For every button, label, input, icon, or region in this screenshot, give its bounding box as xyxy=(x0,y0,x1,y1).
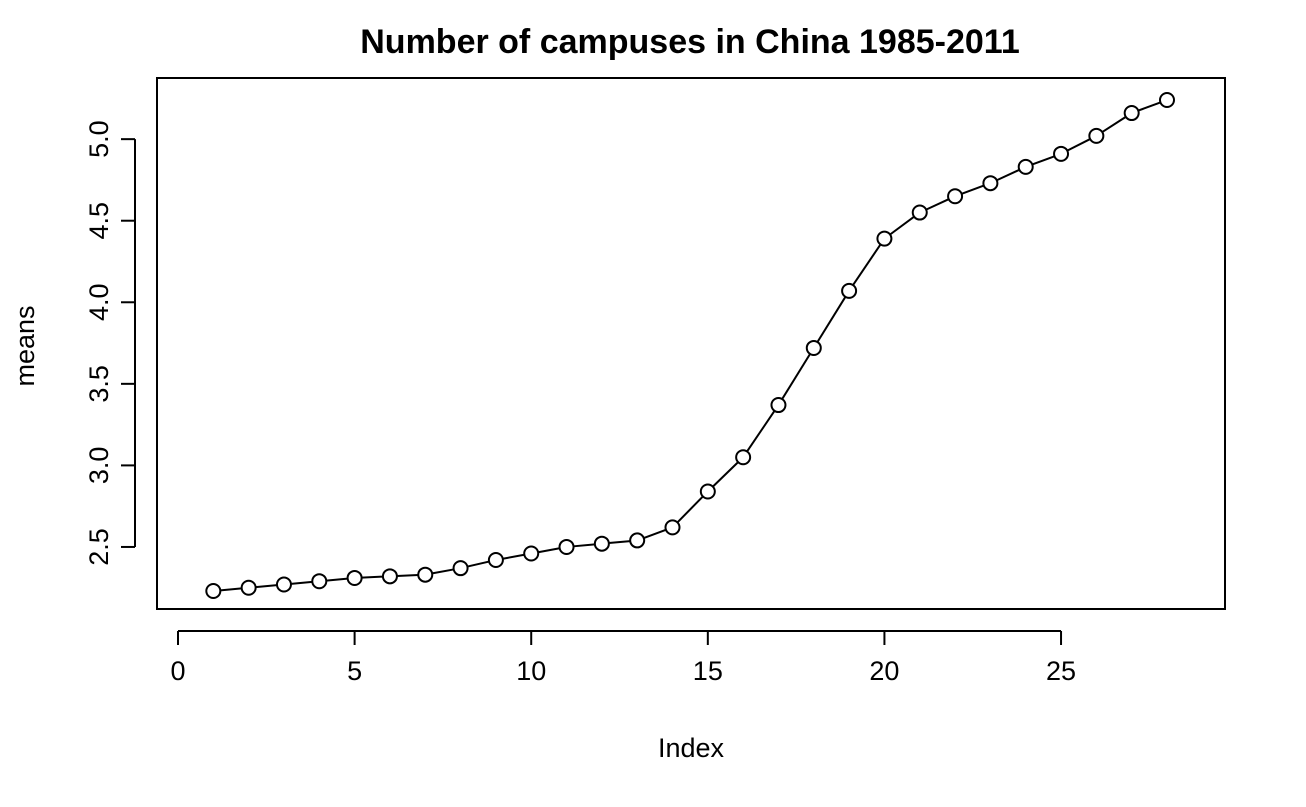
data-point xyxy=(346,569,363,586)
data-point xyxy=(558,538,575,555)
data-point xyxy=(876,230,893,247)
x-axis: 0 5 10 15 20 25 xyxy=(170,630,1076,686)
series-layer xyxy=(205,92,1175,599)
series-line-segment xyxy=(961,184,985,195)
series-line-segment xyxy=(746,410,776,453)
series-line-segment xyxy=(676,495,704,524)
data-point xyxy=(1123,105,1140,122)
series-line-segment xyxy=(290,580,313,585)
series-line-segment xyxy=(1101,116,1127,133)
x-axis-label: Index xyxy=(658,733,725,763)
y-tick-label: 3.0 xyxy=(84,447,114,485)
data-point xyxy=(240,579,257,596)
data-point xyxy=(699,483,716,500)
data-point xyxy=(629,532,646,549)
series-line-segment xyxy=(1031,155,1055,166)
series-line-segment xyxy=(1137,101,1161,112)
data-point xyxy=(805,339,822,356)
y-tick-label: 4.0 xyxy=(84,283,114,321)
data-point xyxy=(1088,127,1105,144)
y-axis: 2.5 3.0 3.5 4.0 4.5 5.0 xyxy=(84,120,136,566)
x-tick-label: 20 xyxy=(869,656,899,686)
data-point xyxy=(452,560,469,577)
data-point xyxy=(311,573,328,590)
series-line-segment xyxy=(502,553,525,560)
series-line-segment xyxy=(852,243,882,286)
series-line-segment xyxy=(925,198,950,211)
data-point xyxy=(205,583,222,599)
data-point xyxy=(1053,145,1070,162)
data-point xyxy=(735,449,752,466)
x-tick-label: 25 xyxy=(1046,656,1076,686)
series-line-segment xyxy=(326,577,348,582)
data-point xyxy=(275,576,292,593)
data-point xyxy=(1017,158,1034,175)
data-point xyxy=(770,397,787,414)
data-point xyxy=(593,535,610,552)
series-line-segment xyxy=(255,584,278,589)
series-line-segment xyxy=(781,353,811,400)
series-line-segment xyxy=(431,568,454,575)
y-tick-label: 2.5 xyxy=(84,528,114,566)
chart-title: Number of campuses in China 1985-2011 xyxy=(360,23,1019,61)
series-line-segment xyxy=(816,296,847,343)
data-point xyxy=(911,204,928,221)
y-axis-label: means xyxy=(10,305,40,386)
series-line-segment xyxy=(643,528,667,539)
series-line-segment xyxy=(573,543,595,548)
data-point xyxy=(487,552,504,569)
y-tick-label: 5.0 xyxy=(84,120,114,158)
series-line-segment xyxy=(608,540,631,545)
series-line-segment xyxy=(361,575,383,579)
data-point xyxy=(523,545,540,562)
series-line-segment xyxy=(889,215,915,236)
data-point xyxy=(982,175,999,192)
plot-frame xyxy=(156,77,1226,610)
x-tick-label: 10 xyxy=(516,656,546,686)
y-tick-label: 3.5 xyxy=(84,365,114,403)
series-line-segment xyxy=(712,461,739,488)
data-point xyxy=(841,282,858,299)
series-line-segment xyxy=(996,168,1020,182)
y-tick-label: 4.5 xyxy=(84,202,114,240)
data-point xyxy=(417,566,434,583)
series-line-segment xyxy=(396,574,419,577)
series-line-segment xyxy=(1066,138,1091,152)
x-tick-label: 5 xyxy=(347,656,362,686)
x-tick-label: 15 xyxy=(693,656,723,686)
data-point xyxy=(664,519,681,536)
data-point xyxy=(947,188,964,205)
x-tick-label: 0 xyxy=(170,656,185,686)
series-line-segment xyxy=(537,547,560,554)
data-point xyxy=(381,568,398,585)
data-point xyxy=(1159,92,1175,108)
series-line-segment xyxy=(467,560,490,568)
series-line-segment xyxy=(220,587,242,592)
